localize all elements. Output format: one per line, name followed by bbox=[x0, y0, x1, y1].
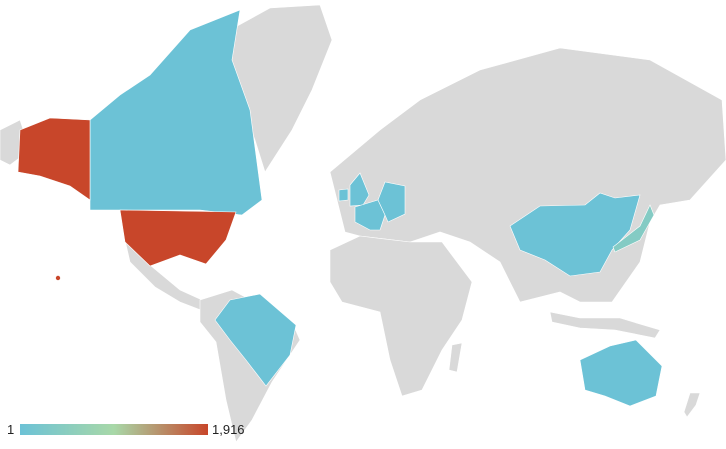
region-uk[interactable] bbox=[349, 172, 370, 207]
region-usa[interactable] bbox=[119, 209, 237, 267]
region-brazil[interactable] bbox=[214, 293, 297, 387]
madagascar[interactable] bbox=[448, 342, 463, 373]
region-ireland[interactable] bbox=[338, 188, 349, 202]
legend-color-bar bbox=[20, 424, 208, 435]
indonesia[interactable] bbox=[549, 311, 661, 339]
region-germany[interactable] bbox=[377, 181, 406, 223]
new-zealand[interactable] bbox=[683, 392, 701, 418]
legend-max-label: 1,916 bbox=[212, 422, 245, 437]
region-alaska[interactable] bbox=[17, 117, 91, 201]
region-hawaii[interactable] bbox=[55, 275, 61, 281]
region-japan[interactable] bbox=[612, 204, 655, 253]
legend-min-label: 1 bbox=[7, 422, 15, 437]
africa[interactable] bbox=[329, 235, 473, 397]
region-australia[interactable] bbox=[579, 339, 663, 407]
region-china[interactable] bbox=[509, 192, 641, 277]
